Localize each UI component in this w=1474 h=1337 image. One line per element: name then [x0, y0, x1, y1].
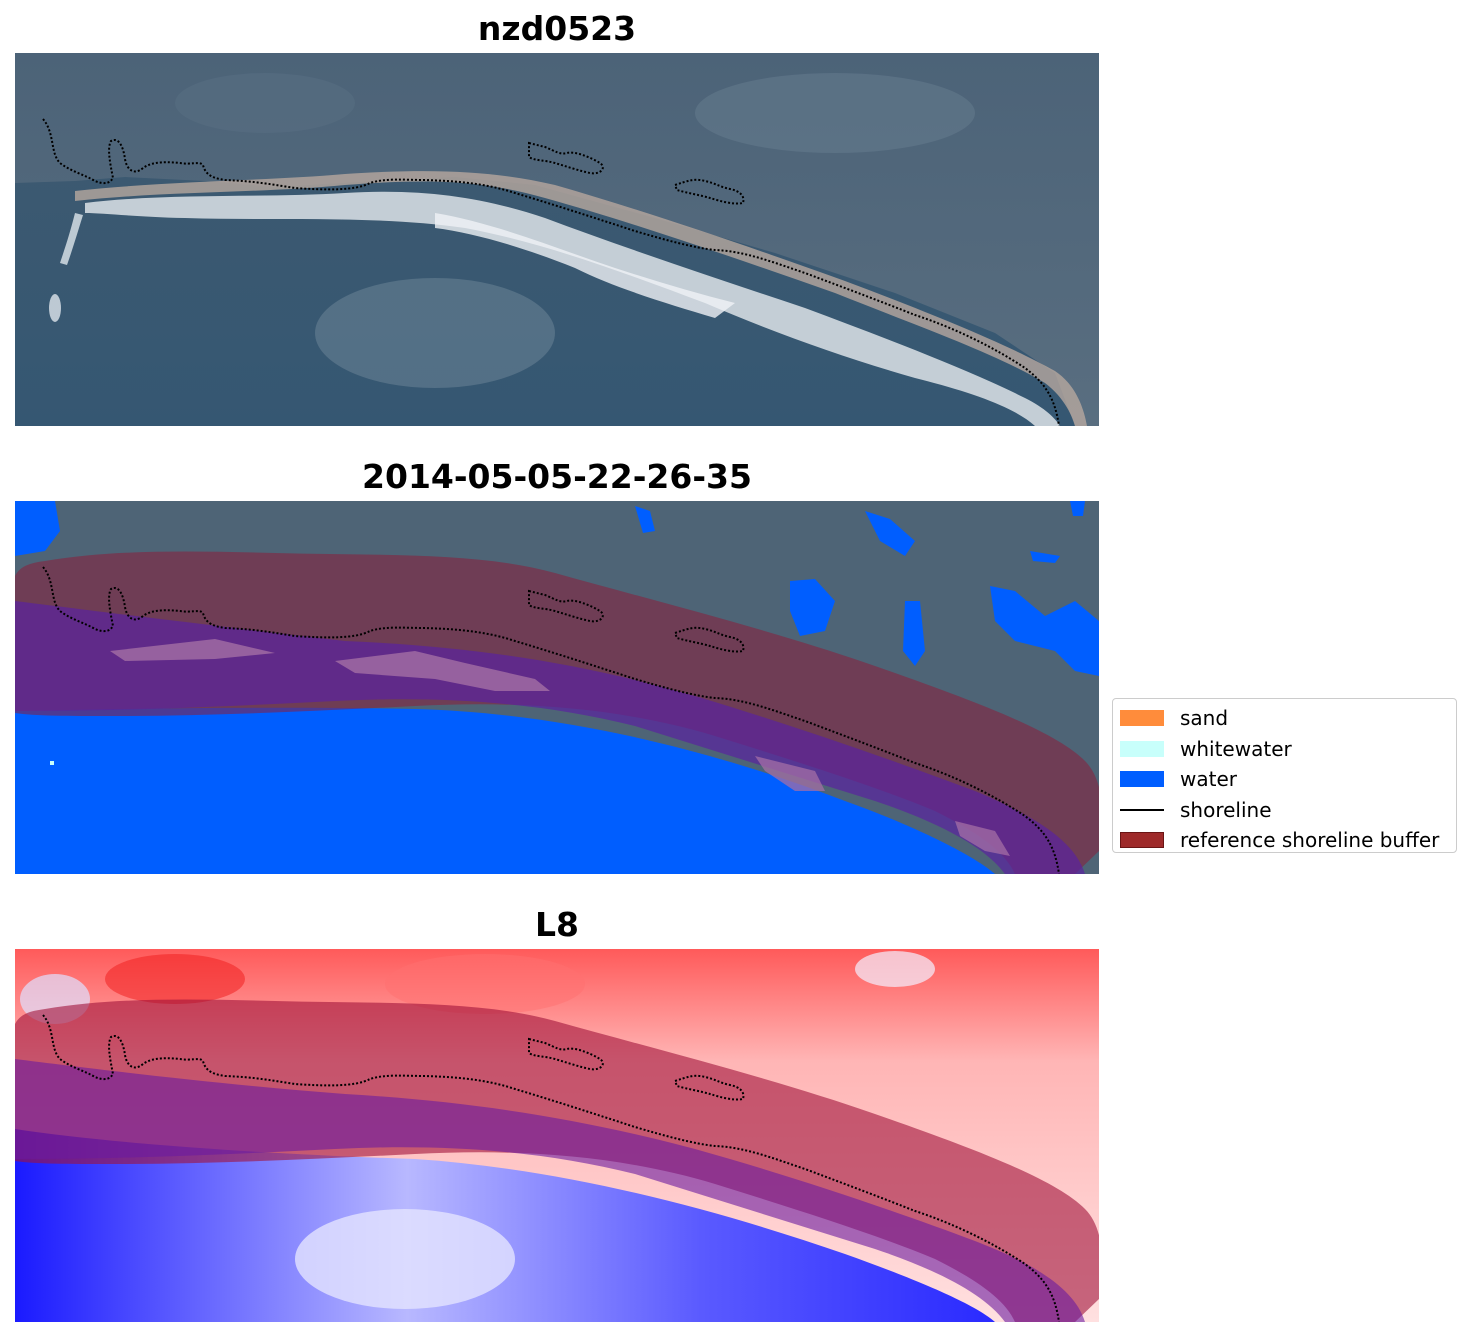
shoreline: [42, 1014, 1060, 1322]
cloud-haze: [695, 73, 975, 153]
surf-zone: [60, 213, 83, 265]
reference-buffer: [15, 551, 1099, 874]
legend-label: water: [1180, 767, 1237, 792]
water-class: [15, 501, 60, 556]
legend-label: sand: [1180, 706, 1229, 731]
legend-label: reference shoreline buffer: [1180, 828, 1440, 853]
surf-zone: [435, 213, 735, 318]
mixed-pixels: [755, 756, 825, 791]
land-index-hotspot: [105, 954, 245, 1004]
beach-strip: [75, 171, 1087, 426]
shoreline: [528, 141, 604, 175]
panel-title-date: 2014-05-05-22-26-35: [362, 457, 752, 496]
water-class: [990, 586, 1099, 676]
classification-panel: [15, 501, 1099, 874]
sand-swatch: [1120, 710, 1164, 727]
whitewater-pixel: [50, 761, 54, 765]
shoreline: [673, 178, 745, 205]
water-class: [635, 506, 655, 533]
mixed-pixels: [955, 821, 1010, 856]
cloud-haze: [315, 278, 555, 388]
legend-item-whitewater: whitewater: [1113, 734, 1456, 765]
whitewater-swatch: [1120, 740, 1164, 757]
index-panel: [15, 949, 1099, 1322]
shoreline-line-swatch: [1120, 808, 1164, 811]
land-area: [15, 53, 1099, 426]
reference-buffer: [15, 999, 1099, 1322]
water-class: [865, 511, 915, 556]
water-swatch: [1120, 771, 1164, 788]
reference-buffer: [15, 601, 1085, 874]
legend-item-reference-buffer: reference shoreline buffer: [1113, 825, 1456, 856]
cloud-haze: [175, 73, 355, 133]
water-class: [1030, 551, 1060, 563]
reference-buffer: [15, 1059, 1085, 1322]
legend-label: shoreline: [1180, 797, 1272, 822]
shoreline: [528, 1037, 604, 1071]
legend-label: whitewater: [1180, 736, 1292, 761]
mixed-pixels: [335, 651, 550, 691]
shoreline: [673, 626, 745, 653]
surf-zone: [85, 191, 1060, 426]
land-index-coolspot: [855, 951, 935, 987]
legend-item-sand: sand: [1113, 703, 1456, 734]
surf-zone: [49, 294, 61, 322]
shoreline: [42, 118, 1060, 426]
water-class: [903, 601, 925, 666]
rgb-image-panel: [15, 53, 1099, 426]
panel-title-satellite: L8: [535, 905, 579, 944]
panel-title-rgb: nzd0523: [477, 9, 637, 48]
mixed-pixels: [110, 639, 275, 661]
reference-buffer-swatch: [1120, 832, 1164, 849]
legend-item-shoreline: shoreline: [1113, 795, 1456, 826]
land-index-hotspot: [385, 954, 585, 1014]
sea-index: [15, 1129, 995, 1322]
water-class: [790, 579, 835, 636]
shoreline: [528, 589, 604, 623]
shoreline: [673, 1074, 745, 1101]
water-class: [1070, 501, 1085, 516]
legend-item-water: water: [1113, 764, 1456, 795]
sea-index-bright: [295, 1209, 515, 1309]
water-class: [15, 707, 995, 874]
shoreline: [42, 566, 1060, 874]
legend: sand whitewater water shoreline referenc…: [1112, 698, 1457, 853]
